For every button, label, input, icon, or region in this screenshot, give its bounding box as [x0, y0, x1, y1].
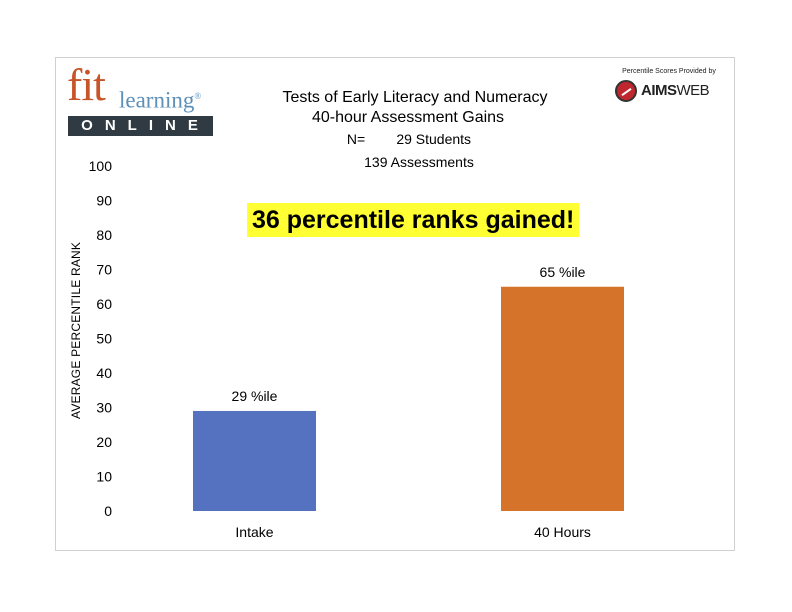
y-tick-label: 80	[96, 227, 112, 243]
chart-title-block: Tests of Early Literacy and Numeracy 40-…	[220, 88, 610, 174]
fit-learning-online-logo: fit learning® ONLINE	[67, 62, 217, 138]
aimsweb-badge-icon	[615, 80, 637, 102]
x-tick-label: 40 Hours	[534, 524, 591, 540]
logo-learning-text: learning®	[119, 84, 201, 113]
assessment-count-line: 139 Assessments	[364, 154, 474, 170]
bar	[193, 410, 316, 511]
chart-subtitle: 40-hour Assessment Gains	[311, 109, 505, 126]
logo-learning-word: learning	[119, 87, 195, 113]
logo-registered-mark: ®	[194, 91, 202, 101]
x-tick-label: Intake	[235, 524, 273, 540]
aimsweb-logo: Percentile Scores Provided by AIMSWEB	[610, 68, 728, 108]
y-tick-label: 10	[96, 469, 112, 485]
data-label: 29 %ile	[232, 388, 278, 404]
logo-online-banner: ONLINE	[68, 116, 213, 136]
y-tick-label: 50	[96, 331, 112, 347]
aimsweb-wordmark-bold: AIMS	[641, 82, 677, 99]
provider-caption: Percentile Scores Provided by	[622, 68, 716, 75]
y-tick-label: 0	[104, 503, 112, 519]
sample-size-line: N= 29 Students	[346, 131, 472, 147]
y-tick-label: 90	[96, 193, 112, 209]
aimsweb-wordmark-light: WEB	[676, 82, 710, 99]
bar	[501, 286, 624, 511]
gain-callout: 36 percentile ranks gained!	[247, 203, 580, 237]
logo-fit-text: fit	[67, 59, 106, 110]
y-tick-label: 100	[89, 158, 113, 174]
y-tick-label: 40	[96, 365, 112, 381]
chart-title: Tests of Early Literacy and Numeracy	[282, 89, 548, 106]
aimsweb-wordmark: AIMSWEB	[641, 82, 710, 99]
y-tick-label: 20	[96, 434, 112, 450]
data-label: 65 %ile	[540, 264, 586, 280]
y-tick-label: 70	[96, 262, 112, 278]
y-tick-label: 60	[96, 296, 112, 312]
y-tick-label: 30	[96, 400, 112, 416]
